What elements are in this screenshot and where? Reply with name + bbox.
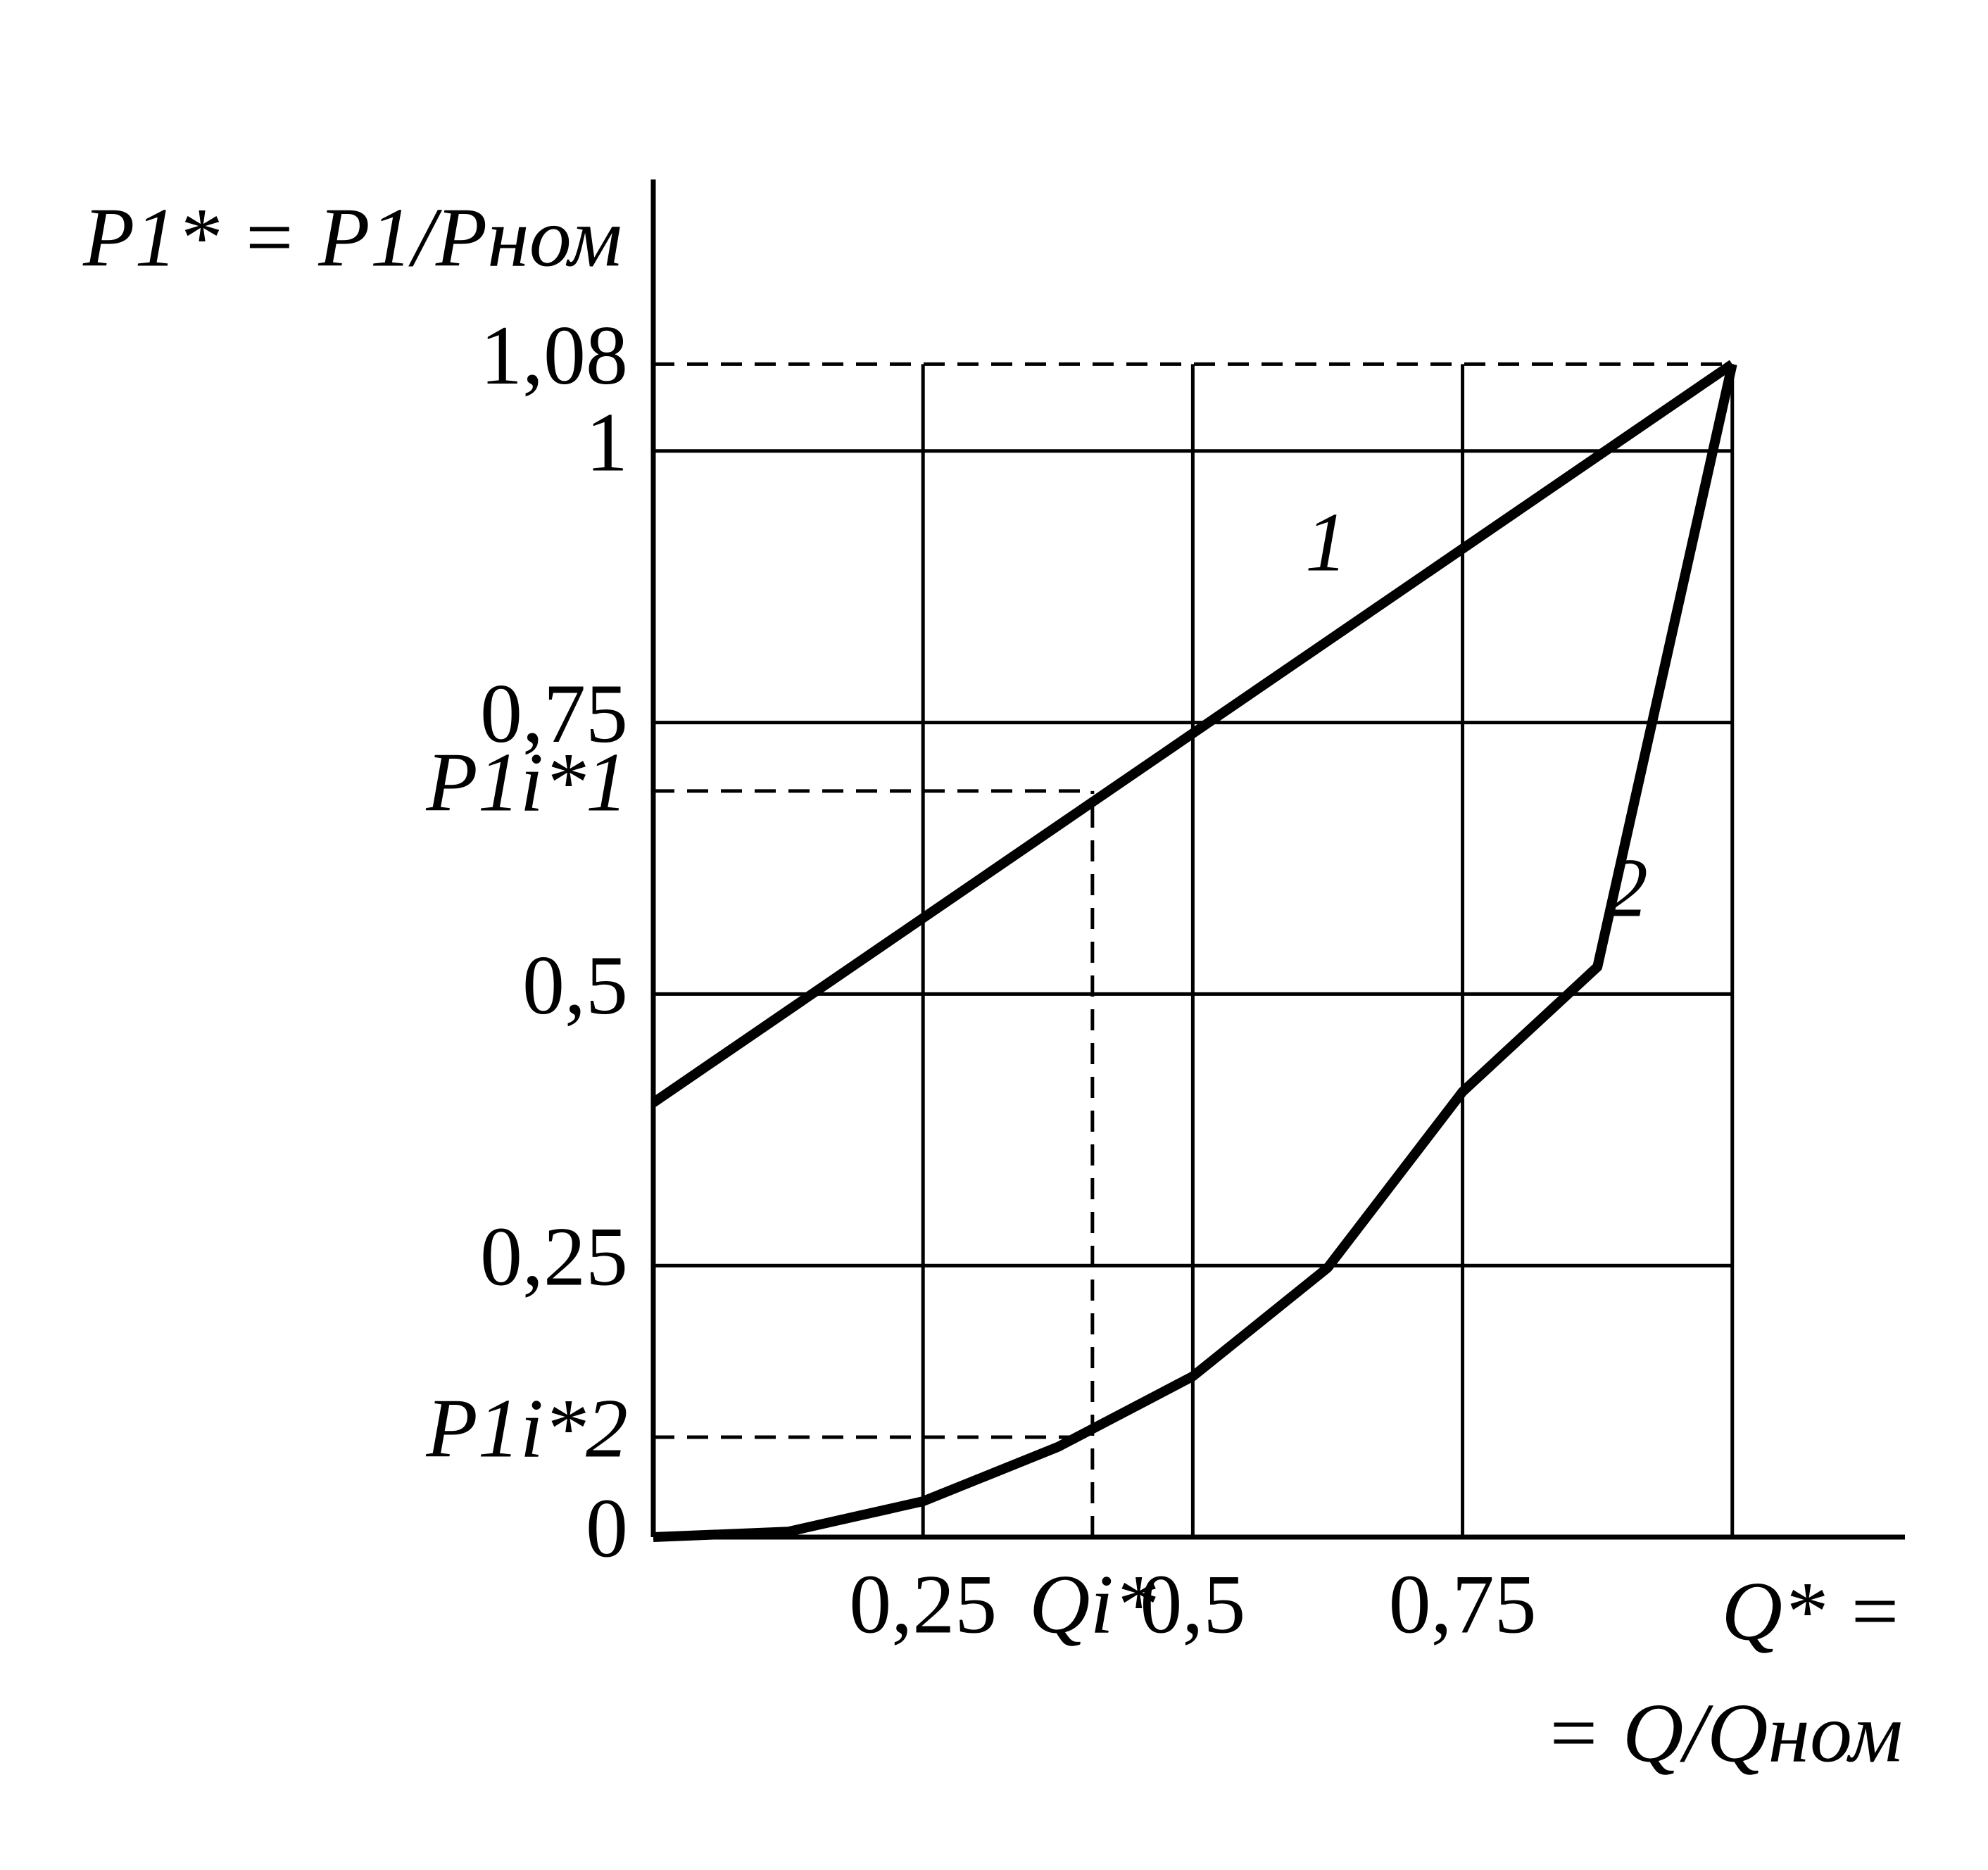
x-axis-title: = Q/Qном xyxy=(1545,1686,1903,1780)
y-tick-label: 0,5 xyxy=(522,938,628,1032)
y-tick-label: P1i*2 xyxy=(425,1382,628,1475)
line xyxy=(650,360,1735,1107)
x-tick-label: 0,25 xyxy=(849,1558,997,1651)
x-tick-label: 0,75 xyxy=(1389,1558,1537,1651)
x-tick-label: Qi* xyxy=(1029,1558,1156,1651)
y-tick-label: 0,75 xyxy=(480,666,628,760)
y-tick-label: 1,08 xyxy=(480,308,628,402)
y-tick-label: 0 xyxy=(586,1482,628,1575)
y-tick-label: 0,25 xyxy=(480,1210,628,1303)
series-label: 2 xyxy=(1606,841,1648,935)
y-axis-title: P1* = P1/Pном xyxy=(82,191,622,284)
y-tick-label: P1i*1 xyxy=(425,735,628,828)
series-label: 1 xyxy=(1305,495,1347,589)
x-axis-title: Q* = xyxy=(1721,1565,1903,1658)
y-tick-label: 1 xyxy=(586,395,628,488)
line xyxy=(653,362,1737,1542)
x-tick-label: 0,5 xyxy=(1140,1558,1245,1651)
